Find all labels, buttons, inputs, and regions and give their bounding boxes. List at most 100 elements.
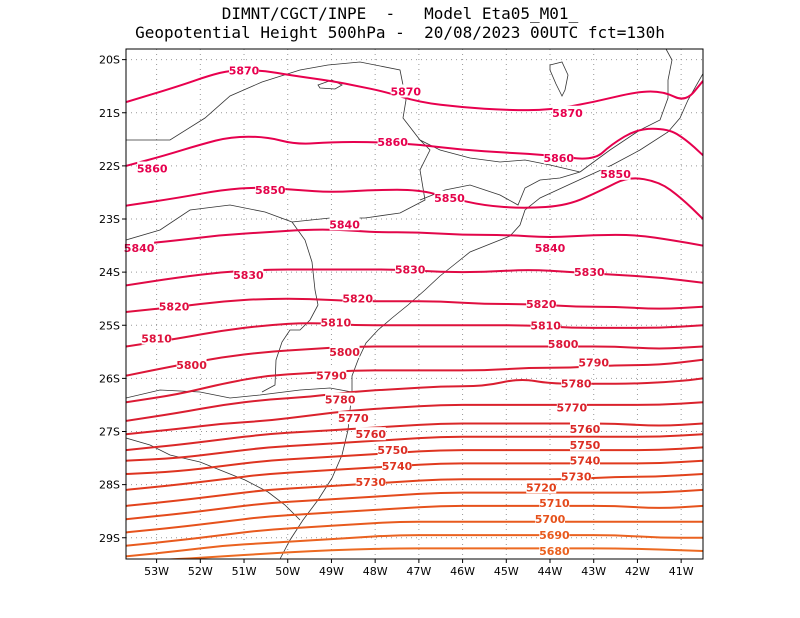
contour-label: 5750 [377, 444, 408, 457]
contour-label: 5830 [574, 266, 605, 279]
contour-label-bg [569, 421, 600, 435]
contour-label-bg [377, 134, 408, 148]
contour-label-bg [141, 331, 172, 345]
contour-label-bg [526, 480, 557, 494]
contour-label: 5850 [434, 192, 465, 205]
contour-label: 5860 [543, 152, 574, 165]
state-border [126, 387, 353, 399]
y-tick-label: 29S [99, 532, 120, 545]
contour-label-bg [124, 241, 155, 255]
contour-label-bg [377, 443, 408, 457]
contour-label: 5870 [552, 107, 583, 120]
contour-label: 5780 [325, 394, 356, 407]
contour-label: 5860 [377, 136, 408, 149]
contour-label-bg [329, 217, 360, 231]
y-tick-label: 26S [99, 372, 120, 385]
contour-label-bg [355, 427, 386, 441]
contour-label-bg [539, 544, 570, 558]
contour-label-bg [539, 528, 570, 542]
contour-5820 [126, 297, 703, 313]
y-axis-ticks: 20S 21S 22S 23S 24S 25S 26S 27S 28S 29S [99, 54, 126, 545]
y-tick-label: 22S [99, 160, 120, 173]
contour-labels: 5870 5870 5870 5860 5860 5860 5850 5850 5850 5840… [124, 63, 631, 558]
x-tick-label: 41W [669, 565, 694, 578]
contour-label-bg [574, 265, 605, 279]
state-border [419, 171, 581, 206]
contour-label-bg [382, 459, 413, 473]
contour-label-bg [233, 267, 264, 281]
x-tick-label: 42W [625, 565, 650, 578]
plot-frame [125, 48, 704, 560]
contour-label: 5820 [526, 298, 557, 311]
y-tick-label: 20S [99, 54, 120, 67]
state-border [291, 139, 431, 223]
x-tick-label: 53W [144, 565, 169, 578]
state-border [126, 61, 581, 173]
grid-lines [126, 49, 703, 559]
x-tick-label: 46W [450, 565, 475, 578]
title-line-2: Geopotential Height 500hPa - 20/08/2023 … [135, 23, 665, 42]
contour-label: 5700 [535, 513, 566, 526]
contour-5780 [126, 377, 703, 422]
contour-label: 5740 [382, 460, 413, 473]
contour-5810 [126, 322, 703, 348]
contour-label-bg [535, 241, 566, 255]
x-tick-label: 44W [538, 565, 563, 578]
contour-label: 5750 [570, 439, 601, 452]
contour-label-bg [556, 400, 587, 414]
contour-label: 5800 [548, 338, 579, 351]
contour-label: 5840 [124, 242, 155, 255]
y-tick-label: 24S [99, 266, 120, 279]
contour-5840 [126, 228, 703, 247]
contour-label: 5720 [526, 481, 557, 494]
contour-label-bg [325, 392, 356, 406]
title-line-1: DIMNT/CGCT/INPE - Model Eta05_M01_ [221, 4, 579, 23]
contour-5690 [126, 520, 703, 547]
contour-5790 [126, 358, 703, 404]
contour-5680 [126, 534, 703, 558]
contour-label-bg [539, 496, 570, 510]
contour-label-bg [526, 297, 557, 310]
contour-label: 5830 [395, 263, 426, 276]
contour-5730 [126, 459, 703, 491]
contour-label-bg [561, 469, 592, 483]
contour-label-bg [229, 63, 260, 77]
coastline [279, 72, 703, 559]
contour-label-bg [390, 84, 421, 98]
contour-5770 [126, 401, 703, 436]
contour-label-bg [137, 161, 168, 175]
contour-label-bg [395, 262, 426, 276]
x-tick-label: 45W [494, 565, 519, 578]
contour-5850 [126, 177, 703, 220]
contour-5870 [126, 69, 703, 112]
contour-label: 5820 [342, 293, 373, 306]
state-border [126, 437, 301, 521]
y-tick-label: 23S [99, 213, 120, 226]
x-tick-label: 52W [188, 565, 213, 578]
contour-5860 [126, 127, 703, 167]
contour-label-bg [543, 150, 574, 164]
contour-label: 5840 [535, 242, 566, 255]
state-border [261, 304, 319, 393]
contour-label: 5830 [233, 269, 264, 282]
contour-lines [126, 69, 703, 559]
contour-label: 5790 [578, 356, 609, 369]
contour-label: 5730 [561, 471, 592, 484]
contour-label: 5680 [539, 545, 570, 558]
contour-label: 5790 [316, 370, 347, 383]
contour-label-bg [578, 355, 609, 369]
state-border [126, 204, 319, 306]
x-tick-label: 48W [363, 565, 388, 578]
coastline-map [126, 49, 703, 559]
y-tick-label: 27S [99, 426, 120, 439]
x-tick-label: 51W [232, 565, 257, 578]
contour-label-bg [600, 166, 631, 180]
contour-label-bg [176, 358, 207, 372]
y-tick-label: 28S [99, 479, 120, 492]
contour-label: 5810 [141, 333, 172, 346]
contour-label-bg [434, 190, 465, 204]
contour-label: 5780 [561, 378, 592, 391]
island [549, 61, 569, 97]
contour-label: 5820 [159, 301, 190, 314]
